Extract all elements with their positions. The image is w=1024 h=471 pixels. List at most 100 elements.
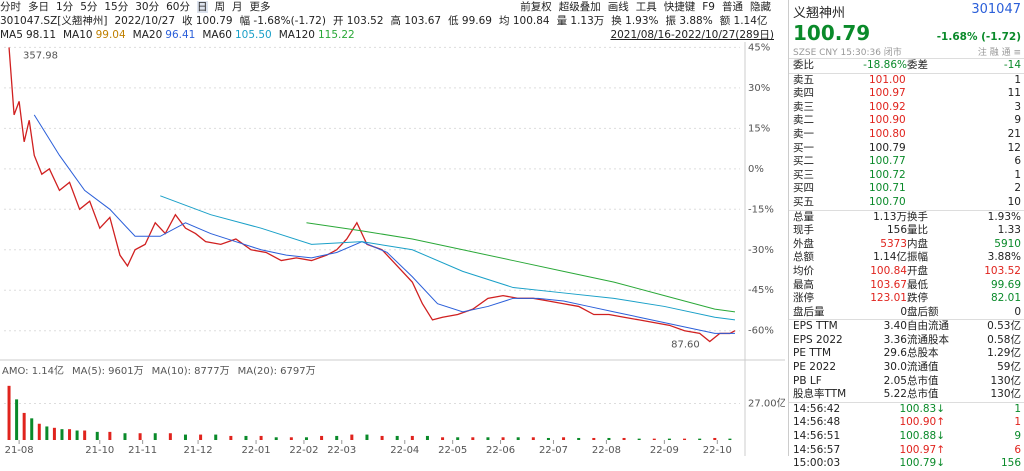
stat-value: 82.01	[990, 292, 1021, 305]
book-price: 100.71	[869, 182, 906, 195]
volume-legend: MA(20): 6797万	[238, 366, 316, 377]
tab[interactable]: 1分	[56, 1, 74, 13]
table-row: 14:56:57 100.97↑ 6	[789, 444, 1024, 458]
table-row: 卖二 100.90 9	[789, 114, 1024, 128]
stat-value: 3.40	[883, 320, 907, 333]
tab[interactable]: 分时	[0, 1, 21, 13]
trade-arrow: ↑	[936, 443, 945, 456]
trade-price: 100.79	[899, 457, 937, 470]
stat-value: 3.36	[883, 333, 907, 346]
volume-bar	[728, 438, 732, 440]
stat-label: 流通股本	[907, 333, 949, 346]
tool[interactable]: 工具	[635, 1, 657, 13]
stat-label: 盘后量	[793, 305, 825, 318]
tab[interactable]: 周	[214, 1, 226, 13]
volume-bar	[667, 438, 671, 440]
volume-bar	[229, 435, 233, 440]
table-row: 卖一 100.80 21	[789, 128, 1024, 142]
trade-price-wrap: 100.97↑	[869, 444, 945, 458]
stat-label: 股息率TTM	[793, 388, 847, 401]
volume-bar	[108, 431, 112, 440]
table-row: 14:56:51 100.88↓ 9	[789, 430, 1024, 444]
x-tick-label: 21-11	[128, 445, 157, 456]
table-row: PB LF 2.05 总市值 130亿	[789, 375, 1024, 389]
x-tick-label: 22-05	[438, 445, 467, 456]
volume-bar	[713, 437, 717, 440]
volume-bar	[168, 433, 172, 440]
volume-legend: MA(10): 8777万	[152, 366, 230, 377]
tool[interactable]: F9	[702, 1, 715, 13]
tool[interactable]: 超级叠加	[558, 1, 601, 13]
volume-bar	[501, 437, 505, 440]
stat-value: 1.93%	[987, 210, 1021, 223]
stat-value: 123.01	[870, 292, 907, 305]
table-row: 外盘 5373 内盘 5910	[789, 238, 1024, 252]
stat-label: EPS 2022	[793, 333, 843, 346]
tool[interactable]: 普通	[722, 1, 743, 13]
trade-time: 15:00:03	[793, 457, 841, 470]
stat-label: 总量	[793, 210, 814, 223]
volume-bar	[15, 399, 19, 440]
stat-label: 量比	[907, 224, 928, 237]
table-row: 14:56:42 100.83↓ 1	[789, 401, 1024, 417]
ma-name: MA120	[278, 29, 315, 41]
info-item: 均 100.84	[499, 15, 550, 27]
tool[interactable]: 快捷键	[663, 1, 696, 13]
volume-bar	[304, 437, 308, 440]
tab[interactable]: 月	[232, 1, 243, 13]
x-tick-label: 22-06	[486, 445, 515, 456]
tool[interactable]: 画线	[607, 1, 629, 13]
tab[interactable]: 日	[197, 1, 208, 13]
info-item: 收 100.79	[182, 15, 233, 27]
ma-value: 115.22	[318, 29, 355, 41]
icons[interactable]: 注 融 通 ≡	[977, 48, 1021, 58]
book-price: 101.00	[869, 73, 906, 86]
x-tick-label: 22-03	[327, 445, 356, 456]
table-row: 买一 100.79 12	[789, 142, 1024, 156]
book-price: 100.97	[869, 87, 906, 100]
volume-bar	[350, 434, 354, 440]
stat-label: PE TTM	[793, 347, 832, 360]
tab[interactable]: 30分	[135, 1, 160, 13]
tab[interactable]: 5分	[80, 1, 98, 13]
x-tick-label: 21-10	[85, 445, 114, 456]
trade-price: 100.88	[899, 430, 937, 443]
table-row: 涨停 123.01 跌停 82.01	[789, 292, 1024, 306]
volume-bar	[395, 435, 399, 440]
info-item: 换 1.93%	[611, 15, 659, 27]
book-qty: 2	[1014, 182, 1021, 195]
book-price: 100.70	[869, 195, 906, 208]
book-label: 卖三	[793, 100, 814, 113]
tab[interactable]: 15分	[104, 1, 129, 13]
stat-value: 103.52	[984, 264, 1021, 277]
volume-bar	[425, 435, 429, 440]
trade-time: 14:56:57	[793, 443, 841, 456]
table-row: PE TTM 29.6 总股本 1.29亿	[789, 347, 1024, 361]
volume-bar	[562, 437, 566, 440]
trade-arrow: ↓	[936, 457, 945, 470]
stat-value: 1.33	[997, 224, 1021, 237]
annotation: 357.98	[23, 50, 58, 61]
trade-qty: 9	[1014, 430, 1021, 443]
y-tick-label: 27.00亿	[748, 396, 785, 409]
tab[interactable]: 多日	[28, 1, 49, 13]
stat-value: 1.14亿	[873, 251, 907, 264]
y-tick-label: -45%	[748, 285, 774, 296]
stat-value: 100.84	[870, 264, 907, 277]
tab[interactable]: 更多	[249, 1, 271, 13]
tab[interactable]: 60分	[166, 1, 190, 13]
stat-value: 0	[1014, 305, 1021, 318]
x-tick-label: 22-07	[539, 445, 568, 456]
stat-value: 103.67	[870, 278, 907, 291]
table-row: 总额 1.14亿 振幅 3.88%	[789, 251, 1024, 265]
y-tick-label: 0%	[748, 164, 764, 175]
table-row: EPS 2022 3.36 流通股本 0.58亿	[789, 334, 1024, 348]
table-row: 买四 100.71 2	[789, 182, 1024, 196]
tool[interactable]: 隐藏	[750, 1, 771, 13]
tool[interactable]: 前复权	[520, 1, 552, 13]
volume-bar	[698, 438, 702, 440]
trade-price-wrap: 100.79↓	[869, 457, 945, 471]
book-price: 100.72	[869, 168, 906, 181]
table-row: EPS TTM 3.40 自由流通 0.53亿	[789, 319, 1024, 334]
volume-bar	[546, 437, 550, 440]
